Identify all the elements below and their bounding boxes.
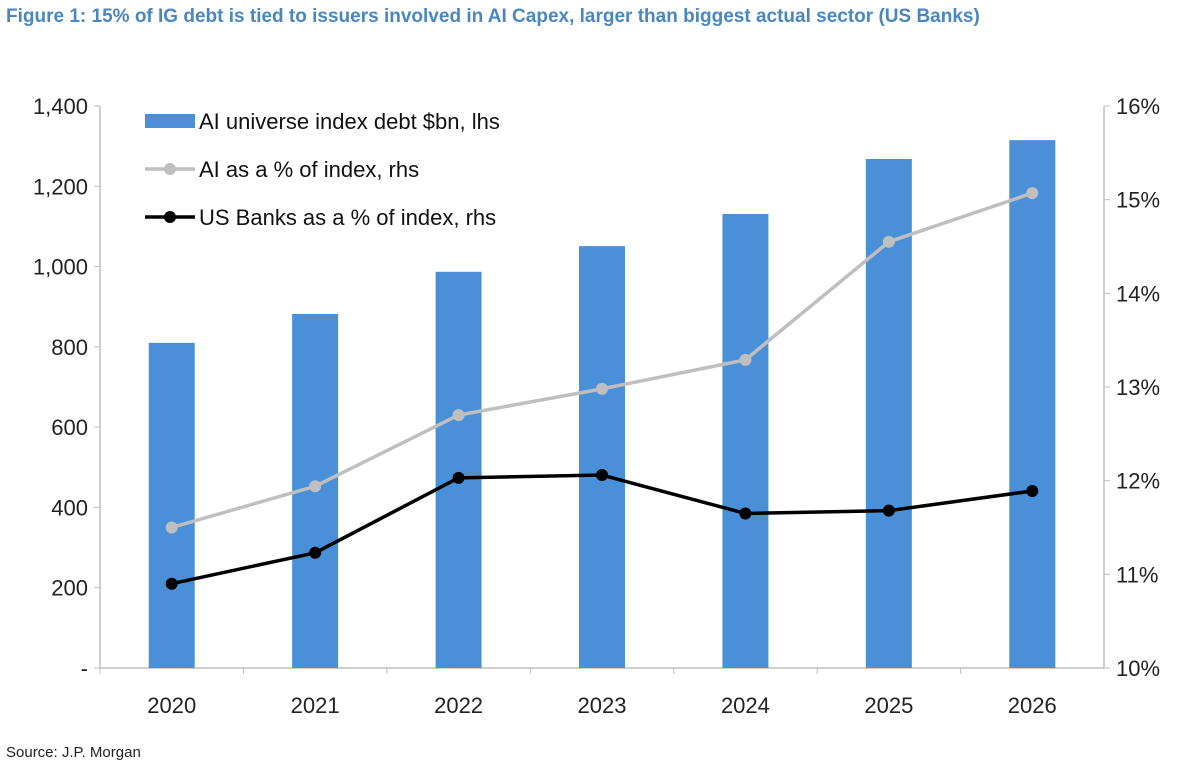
bar-2023 bbox=[579, 246, 625, 668]
bar-2026 bbox=[1009, 140, 1056, 668]
us-banks-point-2022 bbox=[452, 471, 465, 484]
right-tick-label: 12% bbox=[1116, 469, 1160, 494]
left-tick-label: 1,200 bbox=[33, 174, 88, 199]
chart-title: Figure 1: 15% of IG debt is tied to issu… bbox=[6, 6, 980, 27]
right-tick-label: 13% bbox=[1116, 375, 1160, 400]
left-tick-label: 1,400 bbox=[33, 94, 88, 119]
right-tick-label: 10% bbox=[1116, 656, 1160, 681]
x-tick-label: 2020 bbox=[147, 693, 196, 718]
us-banks-point-2021 bbox=[309, 546, 322, 559]
right-tick-label: 11% bbox=[1116, 562, 1158, 587]
ai-pct-point-2024 bbox=[739, 353, 752, 366]
bar-2020 bbox=[148, 342, 195, 668]
legend-label: AI universe index debt $bn, lhs bbox=[199, 109, 500, 134]
left-tick-label: 200 bbox=[51, 576, 88, 601]
ai-pct-point-2020 bbox=[165, 521, 178, 534]
legend-label: AI as a % of index, rhs bbox=[199, 157, 419, 182]
bar-2022 bbox=[435, 271, 482, 668]
x-tick-label: 2021 bbox=[291, 693, 340, 718]
x-tick-label: 2024 bbox=[721, 693, 770, 718]
us-banks-point-2023 bbox=[596, 469, 608, 482]
us-banks-point-2020 bbox=[165, 577, 178, 590]
left-tick-label: 1,000 bbox=[33, 255, 88, 280]
ai-pct-point-2025 bbox=[882, 235, 895, 248]
left-tick-label: 400 bbox=[51, 495, 88, 520]
right-tick-label: 16% bbox=[1116, 94, 1160, 119]
x-tick-label: 2023 bbox=[578, 693, 627, 718]
ai-pct-point-2026 bbox=[1026, 187, 1039, 200]
legend-swatch-marker bbox=[164, 163, 176, 175]
legend-swatch-bar bbox=[145, 114, 195, 128]
ai-pct-point-2021 bbox=[309, 480, 322, 493]
right-tick-label: 14% bbox=[1116, 281, 1160, 306]
us-banks-point-2025 bbox=[882, 504, 895, 517]
left-tick-label: 800 bbox=[51, 335, 88, 360]
ai-pct-point-2023 bbox=[596, 382, 608, 395]
legend-label: US Banks as a % of index, rhs bbox=[199, 205, 496, 230]
x-tick-label: 2025 bbox=[864, 693, 913, 718]
legend-swatch-marker bbox=[164, 211, 176, 223]
bar-2024 bbox=[722, 213, 769, 668]
left-tick-label: 600 bbox=[51, 415, 88, 440]
right-tick-label: 15% bbox=[1116, 188, 1160, 213]
x-tick-label: 2026 bbox=[1008, 693, 1057, 718]
source-note: Source: J.P. Morgan bbox=[6, 744, 141, 761]
ai-pct-point-2022 bbox=[452, 409, 465, 422]
us-banks-point-2026 bbox=[1026, 484, 1039, 497]
left-tick-label: - bbox=[81, 656, 88, 681]
x-tick-label: 2022 bbox=[434, 693, 483, 718]
us-banks-point-2024 bbox=[739, 507, 752, 520]
